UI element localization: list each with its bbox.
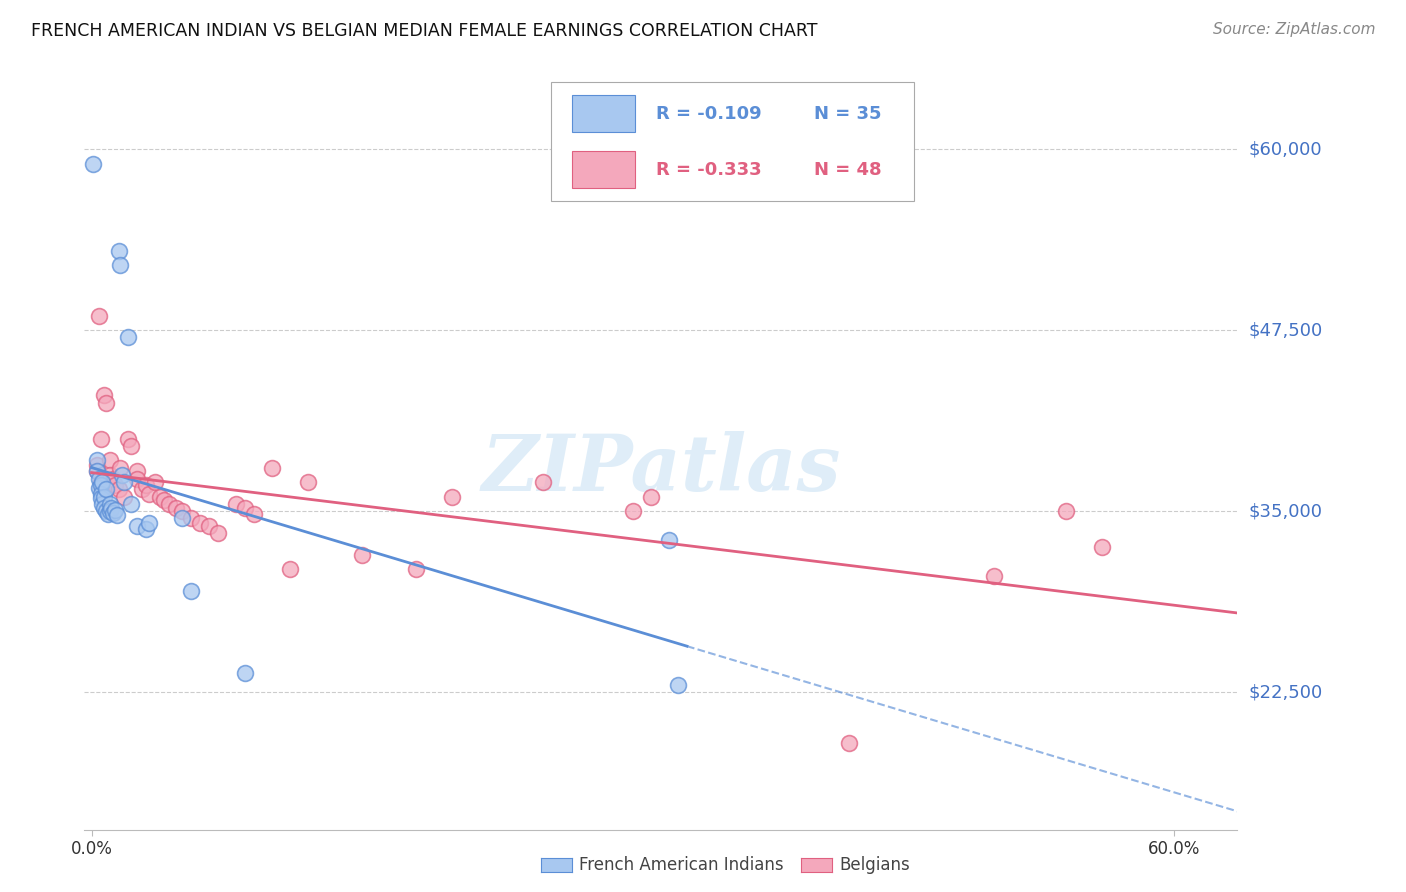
Point <box>90 491 112 505</box>
Text: N = 35: N = 35 <box>814 105 882 123</box>
Text: $47,500: $47,500 <box>1249 321 1323 339</box>
Point <box>198 518 221 533</box>
Point <box>94 504 117 518</box>
Point <box>243 507 266 521</box>
Point <box>103 472 125 486</box>
Point <box>117 432 139 446</box>
Point <box>87 481 110 495</box>
Point <box>983 569 1005 583</box>
Point <box>93 490 115 504</box>
Point <box>658 533 681 547</box>
Point <box>531 475 554 490</box>
Text: FRENCH AMERICAN INDIAN VS BELGIAN MEDIAN FEMALE EARNINGS CORRELATION CHART: FRENCH AMERICAN INDIAN VS BELGIAN MEDIAN… <box>31 22 817 40</box>
Point <box>131 483 153 497</box>
Point <box>352 548 374 562</box>
Point <box>82 157 104 171</box>
Point <box>157 497 180 511</box>
Point <box>125 464 148 478</box>
Point <box>125 518 148 533</box>
Text: $60,000: $60,000 <box>1249 140 1322 158</box>
Point <box>170 504 193 518</box>
Point <box>107 483 129 497</box>
Point <box>180 511 202 525</box>
Point <box>112 475 135 490</box>
Point <box>278 562 301 576</box>
Point <box>152 492 174 507</box>
Text: $22,500: $22,500 <box>1249 683 1323 701</box>
Point <box>120 497 142 511</box>
Text: R = -0.333: R = -0.333 <box>657 161 762 178</box>
Point <box>111 467 134 482</box>
Point <box>91 497 114 511</box>
Point <box>233 666 256 681</box>
Point <box>104 478 127 492</box>
Point <box>87 472 110 486</box>
Text: Source: ZipAtlas.com: Source: ZipAtlas.com <box>1212 22 1375 37</box>
Point <box>441 490 464 504</box>
Point <box>135 478 157 492</box>
Point <box>86 464 108 478</box>
Point <box>138 487 160 501</box>
Point <box>98 467 121 482</box>
Point <box>120 439 142 453</box>
Point <box>138 516 160 530</box>
Point <box>1054 504 1077 518</box>
Point <box>94 395 117 409</box>
Point <box>1091 541 1114 555</box>
Point <box>180 583 202 598</box>
Point <box>405 562 427 576</box>
Text: R = -0.109: R = -0.109 <box>657 105 762 123</box>
Text: N = 48: N = 48 <box>814 161 882 178</box>
Point <box>98 497 121 511</box>
FancyBboxPatch shape <box>572 95 636 132</box>
Text: Belgians: Belgians <box>839 856 910 874</box>
Point <box>107 244 129 258</box>
Point <box>98 453 121 467</box>
Text: $35,000: $35,000 <box>1249 502 1323 520</box>
Point <box>110 258 132 272</box>
Point <box>86 453 108 467</box>
Point <box>260 460 283 475</box>
Point <box>87 309 110 323</box>
Point <box>91 483 114 497</box>
Point <box>125 472 148 486</box>
Point <box>93 388 115 402</box>
Point <box>233 501 256 516</box>
Point <box>188 516 211 530</box>
Point <box>112 490 135 504</box>
Point <box>297 475 319 490</box>
Text: ZIPatlas: ZIPatlas <box>481 431 841 508</box>
Point <box>143 475 166 490</box>
Point <box>117 330 139 344</box>
Point <box>110 460 132 475</box>
Point <box>104 502 127 516</box>
Point <box>149 490 172 504</box>
Point <box>225 497 247 511</box>
Point <box>640 490 662 504</box>
Point <box>90 475 112 490</box>
Point <box>97 507 120 521</box>
Point <box>86 464 108 478</box>
Point <box>666 678 689 692</box>
Point <box>103 506 125 520</box>
Point <box>170 511 193 525</box>
FancyBboxPatch shape <box>572 152 636 188</box>
Point <box>90 487 112 501</box>
FancyBboxPatch shape <box>551 81 914 201</box>
Point <box>165 501 187 516</box>
Point <box>91 475 114 490</box>
Point <box>207 525 229 540</box>
Point <box>838 736 860 750</box>
Point <box>105 508 128 523</box>
Point <box>90 478 112 492</box>
Point <box>93 501 115 516</box>
Point <box>94 483 117 497</box>
Point <box>86 458 108 472</box>
Point <box>135 521 157 535</box>
Text: French American Indians: French American Indians <box>579 856 785 874</box>
Point <box>98 504 121 518</box>
Point <box>621 504 644 518</box>
Point <box>100 501 122 516</box>
Point <box>90 432 112 446</box>
